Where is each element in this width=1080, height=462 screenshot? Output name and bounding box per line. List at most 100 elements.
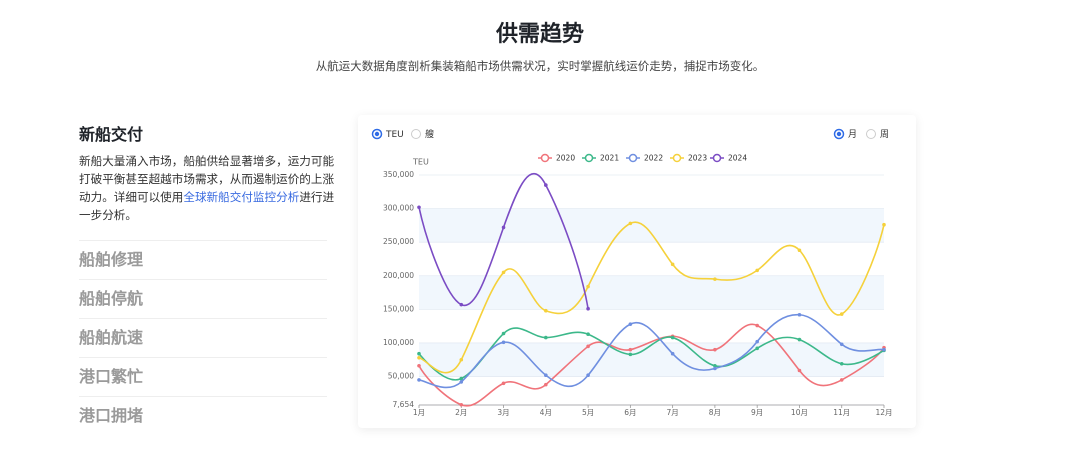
point bbox=[628, 221, 633, 226]
y-tick-label: 300,000 bbox=[383, 204, 414, 213]
series-line bbox=[418, 327, 885, 381]
menu-item[interactable]: 船舶停航 bbox=[79, 279, 327, 318]
radio bbox=[411, 129, 421, 139]
grid-band bbox=[419, 342, 884, 377]
radio bbox=[866, 129, 876, 139]
point bbox=[839, 361, 844, 366]
point bbox=[797, 312, 802, 317]
point bbox=[882, 222, 886, 227]
point bbox=[839, 312, 844, 316]
x-tick-label: 9月 bbox=[751, 408, 763, 417]
point bbox=[755, 346, 759, 351]
point bbox=[459, 380, 464, 384]
point bbox=[417, 355, 421, 360]
menu-item[interactable]: 船舶修理 bbox=[79, 240, 327, 279]
panel-title: 新船交付 bbox=[79, 125, 144, 144]
legend-marker bbox=[628, 153, 638, 163]
point bbox=[459, 357, 464, 362]
x-tick-label: 6月 bbox=[624, 408, 636, 417]
series-line bbox=[418, 313, 885, 389]
legend-marker bbox=[672, 153, 682, 163]
section-subtitle: 从航运大数据角度剖析集装箱船市场供需状况，实时掌握航线运价走势，捕捉市场变化。 bbox=[315, 59, 765, 73]
point bbox=[670, 351, 675, 356]
y-tick-label: 7,654 bbox=[393, 400, 415, 409]
x-tick-label: 10月 bbox=[791, 408, 808, 417]
point bbox=[459, 302, 464, 307]
point bbox=[839, 378, 844, 382]
point bbox=[417, 205, 421, 210]
series-line bbox=[418, 221, 885, 374]
grid-band bbox=[419, 275, 884, 310]
y-tick-label: 350,000 bbox=[383, 170, 414, 179]
point bbox=[417, 351, 421, 356]
y-tick-label: 100,000 bbox=[383, 338, 414, 347]
point bbox=[670, 262, 675, 267]
point bbox=[544, 335, 548, 340]
point bbox=[501, 340, 506, 345]
point bbox=[544, 183, 548, 187]
point bbox=[544, 308, 548, 313]
x-tick-label: 3月 bbox=[497, 408, 509, 417]
radio-label: 月 bbox=[848, 129, 857, 140]
point bbox=[713, 364, 717, 368]
point bbox=[417, 378, 421, 382]
point bbox=[459, 402, 464, 407]
series-line bbox=[418, 323, 885, 407]
legend-label: 2021 bbox=[600, 154, 619, 163]
point bbox=[586, 306, 590, 311]
point bbox=[713, 366, 717, 371]
point bbox=[459, 376, 464, 381]
point bbox=[544, 382, 548, 387]
point bbox=[797, 337, 802, 342]
menu-item[interactable]: 港口拥堵 bbox=[79, 396, 327, 435]
y-tick-label: 50,000 bbox=[388, 372, 414, 381]
legend-marker bbox=[584, 153, 594, 163]
menu-item[interactable]: 船舶航速 bbox=[79, 318, 327, 357]
point bbox=[628, 322, 633, 326]
point bbox=[586, 373, 590, 378]
x-tick-label: 5月 bbox=[582, 408, 594, 417]
radio-label: 周 bbox=[880, 129, 889, 140]
point bbox=[586, 344, 590, 349]
panel-link[interactable]: 全球新船交付监控分析 bbox=[183, 190, 300, 204]
x-tick-label: 12月 bbox=[875, 408, 892, 417]
point bbox=[755, 339, 759, 344]
x-tick-label: 4月 bbox=[540, 408, 552, 417]
radio-dot bbox=[836, 131, 842, 137]
x-tick-label: 7月 bbox=[666, 408, 678, 417]
legend-label: 2022 bbox=[644, 154, 663, 163]
point bbox=[713, 277, 717, 281]
point bbox=[670, 335, 675, 340]
panel-body: 新船大量涌入市场，船舶供给显著增多，运力可能打破平衡甚至超越市场需求，从而遏制运… bbox=[79, 154, 335, 204]
legend-label: 2024 bbox=[728, 154, 747, 163]
y-tick-label: 200,000 bbox=[383, 271, 414, 280]
legend-label: 2020 bbox=[556, 154, 575, 163]
point bbox=[586, 284, 590, 289]
x-tick-label: 8月 bbox=[709, 408, 721, 417]
legend-label: 2023 bbox=[688, 154, 707, 163]
menu-item[interactable]: 港口繁忙 bbox=[79, 357, 327, 396]
y-tick-label: 250,000 bbox=[383, 237, 414, 246]
point bbox=[882, 347, 886, 352]
legend-marker bbox=[712, 153, 722, 163]
point bbox=[501, 270, 506, 275]
x-tick-label: 11月 bbox=[833, 408, 850, 417]
legend-marker bbox=[540, 153, 550, 163]
point bbox=[755, 323, 759, 328]
point bbox=[797, 368, 802, 373]
radio-label: 艘 bbox=[425, 128, 434, 140]
point bbox=[628, 352, 633, 357]
point bbox=[713, 347, 717, 352]
point bbox=[501, 331, 506, 336]
point bbox=[544, 373, 548, 378]
point bbox=[417, 364, 421, 368]
point bbox=[586, 332, 590, 337]
radio-label: TEU bbox=[385, 130, 404, 140]
y-tick-label: 150,000 bbox=[383, 304, 414, 313]
point bbox=[839, 342, 844, 347]
panel-body-end: 进行进一步分析。 bbox=[79, 190, 335, 222]
x-tick-label: 1月 bbox=[413, 408, 425, 417]
y-axis-label: TEU bbox=[412, 158, 429, 167]
